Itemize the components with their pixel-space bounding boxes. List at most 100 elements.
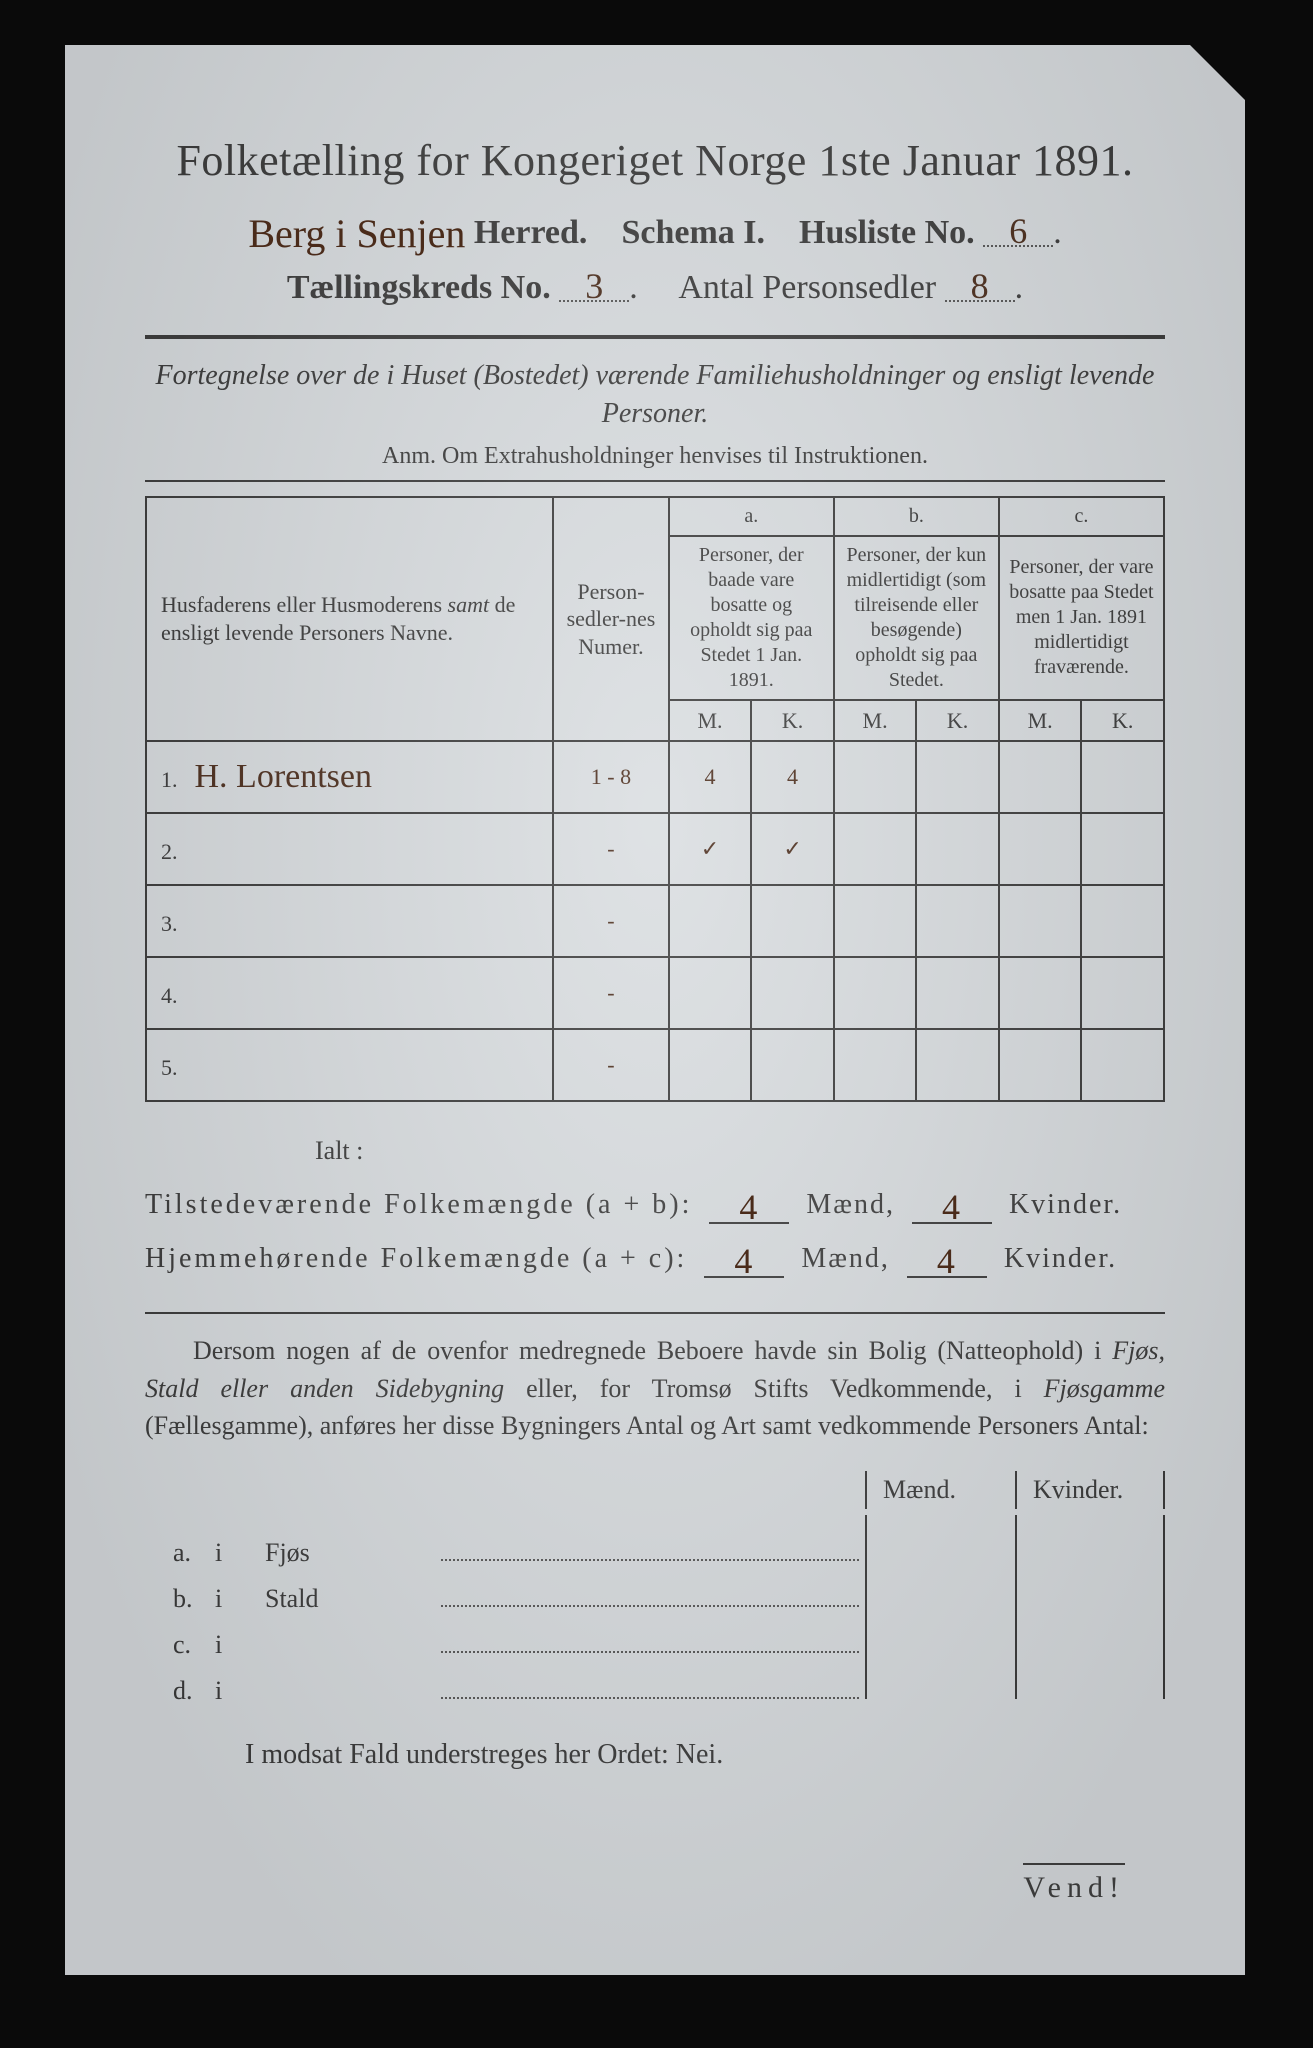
- table-row: 3. -: [146, 885, 1164, 957]
- lower-i: i: [215, 1584, 265, 1614]
- lower-txt: Fjøs: [265, 1538, 435, 1568]
- lower-head-k: Kvinder.: [1015, 1471, 1165, 1509]
- header-line-3: Tællingskreds No. 3. Antal Personsedler …: [145, 265, 1165, 307]
- husliste-slot: 6: [983, 210, 1053, 247]
- row-idx: 4.: [161, 983, 189, 1009]
- lower-lab: d.: [145, 1676, 215, 1706]
- lower-lab: b.: [145, 1584, 215, 1614]
- cell-a-k: [751, 1029, 834, 1101]
- cell-a-k: [751, 957, 834, 1029]
- col-c-m: M.: [999, 700, 1082, 742]
- side-building-paragraph: Dersom nogen af de ovenfor medregnede Be…: [145, 1332, 1165, 1445]
- cell-c-k: [1081, 813, 1164, 885]
- cell-b-k: [916, 1029, 999, 1101]
- kreds-label: Tællingskreds No.: [287, 269, 551, 306]
- cell-b-m: [834, 957, 917, 1029]
- lower-dots: [441, 1535, 859, 1561]
- table-row: 4. -: [146, 957, 1164, 1029]
- col-c: Personer, der vare bosatte paa Stedet me…: [999, 536, 1164, 700]
- side-building-table: Mænd. Kvinder. a. i Fjøs b. i Stald c. i: [145, 1471, 1165, 1699]
- cell-a-k: ✓: [751, 813, 834, 885]
- personsedler-label: Antal Personsedler: [678, 269, 936, 306]
- tilstede-label: Tilstedeværende Folkemængde (a + b):: [145, 1189, 692, 1220]
- cell-a-k: [751, 885, 834, 957]
- cell-c-k: [1081, 741, 1164, 813]
- row-num: -: [553, 885, 669, 957]
- lower-dots: [441, 1627, 859, 1653]
- page-dogear: [1190, 45, 1245, 100]
- cell-a-m: 4: [669, 741, 752, 813]
- census-form-page: Folketælling for Kongeriget Norge 1ste J…: [65, 45, 1245, 1975]
- lower-i: i: [215, 1676, 265, 1706]
- table-row: 2. - ✓ ✓: [146, 813, 1164, 885]
- col-a-top: a.: [669, 497, 834, 536]
- cell-b-k: [916, 885, 999, 957]
- hjemme-k-slot: 4: [907, 1234, 987, 1278]
- maend-label-2: Mænd,: [801, 1243, 890, 1274]
- hjemme-m-slot: 4: [704, 1234, 784, 1278]
- row-num: -: [553, 957, 669, 1029]
- nei-line: I modsat Fald understreges her Ordet: Ne…: [145, 1739, 1165, 1771]
- header-line-2: Berg i Senjen Herred. Schema I. Husliste…: [145, 206, 1165, 253]
- row-idx: 1.: [161, 767, 189, 793]
- vend-label: Vend!: [1023, 1863, 1125, 1905]
- rule-3: [145, 1312, 1165, 1314]
- lower-m: [865, 1607, 1015, 1653]
- totals-line-2: Hjemmehørende Folkemængde (a + c): 4 Mæn…: [145, 1234, 1165, 1278]
- row-num: -: [553, 813, 669, 885]
- col-b-k: K.: [916, 700, 999, 742]
- hjemme-label: Hjemmehørende Folkemængde (a + c):: [145, 1243, 687, 1274]
- kvinder-label: Kvinder.: [1009, 1189, 1122, 1220]
- cell-b-m: [834, 741, 917, 813]
- table-row: 1. H. Lorentsen 1 - 8 4 4: [146, 741, 1164, 813]
- lower-i: i: [215, 1538, 265, 1568]
- herred-handwritten: Berg i Senjen: [248, 210, 465, 257]
- lower-m: [865, 1515, 1015, 1561]
- hjemme-m: 4: [734, 1240, 754, 1282]
- rule-1: [145, 335, 1165, 339]
- table-row: 5. -: [146, 1029, 1164, 1101]
- row-idx: 2.: [161, 839, 189, 865]
- cell-a-m: [669, 957, 752, 1029]
- cell-b-k: [916, 741, 999, 813]
- table-body: 1. H. Lorentsen 1 - 8 4 4 2. - ✓ ✓: [146, 741, 1164, 1101]
- cell-a-k: 4: [751, 741, 834, 813]
- cell-a-m: [669, 885, 752, 957]
- lower-k: [1015, 1561, 1165, 1607]
- lower-lab: c.: [145, 1630, 215, 1660]
- tilstede-m-slot: 4: [709, 1180, 789, 1224]
- col-a-m: M.: [669, 700, 752, 742]
- lower-lab: a.: [145, 1538, 215, 1568]
- kreds-no: 3: [585, 265, 603, 307]
- lower-head-m: Mænd.: [865, 1471, 1015, 1509]
- lower-k: [1015, 1607, 1165, 1653]
- cell-c-k: [1081, 885, 1164, 957]
- maend-label: Mænd,: [806, 1189, 895, 1220]
- row-idx: 3.: [161, 911, 189, 937]
- cell-c-m: [999, 813, 1082, 885]
- form-title: Folketælling for Kongeriget Norge 1ste J…: [145, 135, 1165, 186]
- totals-block: Ialt : Tilstedeværende Folkemængde (a + …: [145, 1136, 1165, 1278]
- lower-m: [865, 1653, 1015, 1699]
- herred-label: Herred.: [474, 214, 588, 251]
- col-c-top: c.: [999, 497, 1164, 536]
- hjemme-k: 4: [937, 1240, 957, 1282]
- row-num: -: [553, 1029, 669, 1101]
- cell-b-k: [916, 813, 999, 885]
- col-b-m: M.: [834, 700, 917, 742]
- row-num: 1 - 8: [553, 741, 669, 813]
- personsedler-slot: 8: [945, 265, 1015, 302]
- col-b: Personer, der kun midlertidigt (som tilr…: [834, 536, 999, 700]
- household-table: Husfaderens eller Husmode­rens samt de e…: [145, 496, 1165, 1103]
- cell-c-k: [1081, 957, 1164, 1029]
- rule-2: [145, 480, 1165, 482]
- kreds-slot: 3: [559, 265, 629, 302]
- cell-a-m: ✓: [669, 813, 752, 885]
- schema-label: Schema I.: [621, 214, 765, 251]
- form-anm: Anm. Om Extrahusholdninger henvises til …: [145, 443, 1165, 470]
- lower-m: [865, 1561, 1015, 1607]
- cell-c-m: [999, 885, 1082, 957]
- cell-b-k: [916, 957, 999, 1029]
- col-num: Person-sedler-nes Numer.: [553, 497, 669, 742]
- lower-dots: [441, 1673, 859, 1699]
